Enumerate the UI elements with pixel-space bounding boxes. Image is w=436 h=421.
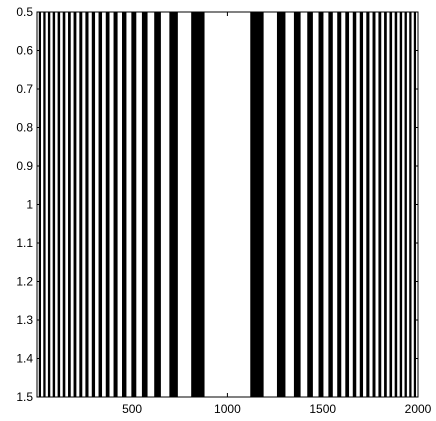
y-tick-label: 1.4 — [16, 352, 33, 366]
stripe-28 — [389, 12, 393, 397]
stripe-13 — [113, 12, 118, 397]
stripe-30 — [394, 12, 398, 397]
y-tick-label: 1 — [26, 198, 33, 212]
y-tick-label: 1.2 — [16, 275, 33, 289]
stripe-5 — [154, 12, 161, 397]
stripe-1 — [191, 12, 205, 397]
stripe-7 — [141, 12, 148, 397]
y-axis: 0.5 0.6 0.7 0.8 0.9 1 1.1 1.2 1.3 1.4 1.5 — [16, 5, 418, 404]
x-tick-label: 500 — [122, 402, 142, 416]
stripe-6 — [307, 12, 313, 397]
stripe-29 — [62, 12, 66, 397]
y-tick-label: 1.3 — [16, 313, 33, 327]
stripe-24 — [378, 12, 382, 397]
stripe-35 — [47, 12, 51, 397]
y-tick-label: 0.8 — [16, 121, 33, 135]
y-tick-label: 0.9 — [16, 159, 33, 173]
stripe-21 — [85, 12, 89, 397]
stripe-8 — [318, 12, 324, 397]
stripe-37 — [43, 12, 46, 397]
stripe-17 — [98, 12, 103, 397]
stripe-0 — [250, 12, 264, 397]
stripe-23 — [79, 12, 83, 397]
stripe-19 — [91, 12, 96, 397]
stripe-25 — [73, 12, 77, 397]
stripe-36 — [409, 12, 412, 397]
plot-frame — [36, 11, 419, 398]
stripe-9 — [131, 12, 137, 397]
x-tick-label: 1500 — [309, 402, 336, 416]
stripe-layer — [38, 12, 417, 397]
stripe-12 — [337, 12, 342, 397]
y-tick-label: 0.5 — [16, 5, 33, 19]
stripe-14 — [345, 12, 350, 397]
y-tick-label: 0.7 — [16, 82, 33, 96]
y-tick-label: 1.1 — [16, 236, 33, 250]
y-tick-label: 0.6 — [16, 44, 33, 58]
stripe-33 — [52, 12, 56, 397]
stripe-18 — [359, 12, 364, 397]
stripe-2 — [276, 12, 286, 397]
x-tick-label: 1000 — [214, 402, 241, 416]
y-tick-label: 1.5 — [16, 390, 33, 404]
stripe-16 — [352, 12, 357, 397]
stripe-10 — [328, 12, 333, 397]
stripe-4 — [293, 12, 301, 397]
stripe-31 — [57, 12, 61, 397]
stripe-22 — [372, 12, 376, 397]
stripe-27 — [68, 12, 71, 397]
x-tick-label: 2000 — [405, 402, 432, 416]
stripe-15 — [105, 12, 110, 397]
stripe-3 — [169, 12, 178, 397]
stripe-20 — [366, 12, 370, 397]
stripe-11 — [122, 12, 127, 397]
stripe-32 — [399, 12, 403, 397]
stripe-26 — [384, 12, 387, 397]
stripe-34 — [404, 12, 407, 397]
